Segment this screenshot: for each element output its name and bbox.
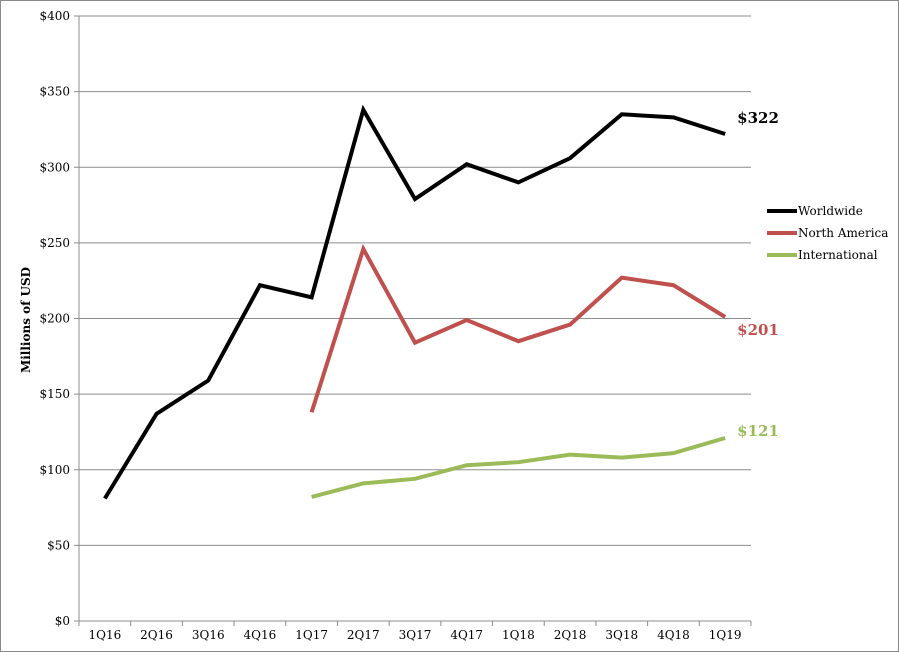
x-tick-label: 1Q16: [88, 628, 121, 642]
x-tick-label: 4Q18: [657, 628, 690, 642]
y-tick-label: $150: [39, 387, 70, 401]
y-tick-label: $350: [39, 85, 70, 99]
y-tick-label: $250: [39, 236, 70, 250]
x-tick-label: 1Q18: [502, 628, 535, 642]
x-tick-label: 3Q17: [399, 628, 432, 642]
series-lines: [103, 104, 727, 500]
legend-label: International: [798, 248, 878, 262]
gridlines: [74, 15, 751, 622]
end-label-north-america: $201: [737, 321, 779, 339]
end-labels: $322 $201 $121: [737, 109, 779, 440]
end-label-worldwide: $322: [737, 109, 779, 127]
legend: Worldwide North America International: [767, 204, 888, 262]
end-label-international: $121: [737, 422, 779, 440]
y-tick-labels: $0 $50 $100 $150 $200 $250 $300 $350 $400: [39, 9, 70, 628]
legend-label: North America: [798, 226, 888, 240]
axes: [78, 16, 752, 626]
x-tick-labels: 1Q16 2Q16 3Q16 4Q16 1Q17 2Q17 3Q17 4Q17 1Q18 2Q18…: [88, 628, 741, 642]
x-tick-label: 4Q17: [450, 628, 483, 642]
x-tick-label: 3Q16: [192, 628, 225, 642]
legend-label: Worldwide: [798, 204, 863, 218]
y-axis-label: Millions of USD: [19, 267, 33, 373]
y-tick-label: $50: [47, 538, 70, 552]
x-tick-label: 1Q19: [709, 628, 742, 642]
y-tick-label: $300: [39, 160, 70, 174]
x-tick-label: 2Q18: [554, 628, 587, 642]
series-line-worldwide: [103, 104, 726, 500]
x-tick-label: 2Q17: [347, 628, 380, 642]
x-tick-label: 1Q17: [295, 628, 328, 642]
series-line-international: [311, 436, 726, 499]
y-tick-label: $400: [39, 9, 70, 23]
y-tick-label: $200: [39, 312, 70, 326]
y-tick-label: $0: [55, 614, 70, 628]
y-tick-label: $100: [39, 463, 70, 477]
x-tick-label: 2Q16: [140, 628, 173, 642]
x-tick-label: 3Q18: [605, 628, 638, 642]
series-line-north-america: [309, 243, 727, 413]
x-tick-label: 4Q16: [244, 628, 277, 642]
